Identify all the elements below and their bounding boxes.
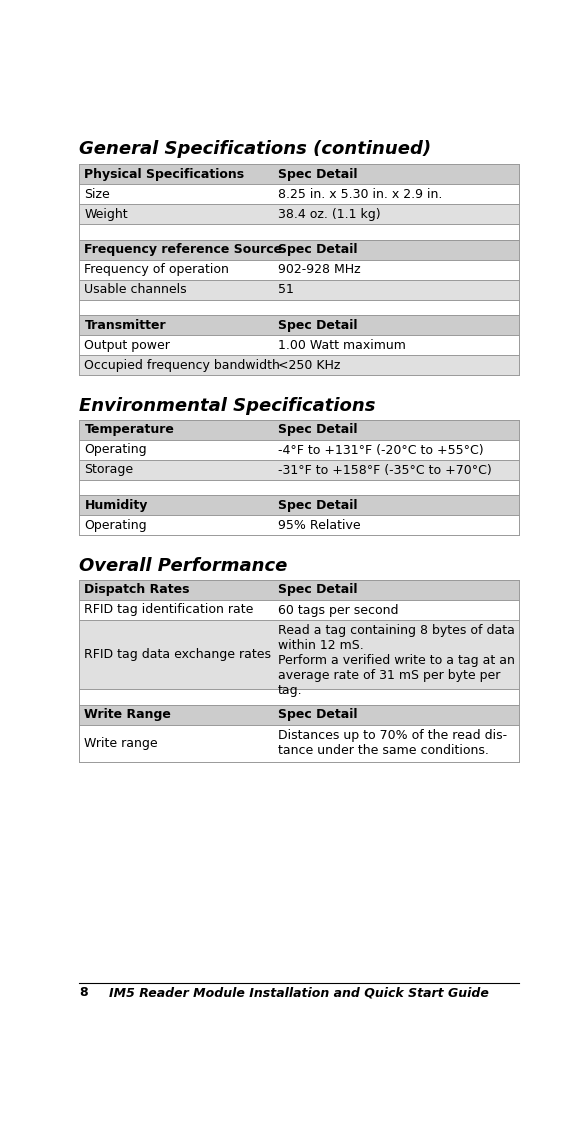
Text: Frequency of operation: Frequency of operation xyxy=(85,263,229,277)
Bar xyxy=(79,205,518,224)
Bar xyxy=(79,164,518,184)
Bar xyxy=(79,496,518,515)
Bar xyxy=(79,705,518,725)
Bar xyxy=(79,480,518,496)
Text: Frequency reference Source: Frequency reference Source xyxy=(85,243,283,256)
Text: 902-928 MHz: 902-928 MHz xyxy=(278,263,360,277)
Text: 38.4 oz. (1.1 kg): 38.4 oz. (1.1 kg) xyxy=(278,208,381,221)
Text: -4°F to +131°F (-20°C to +55°C): -4°F to +131°F (-20°C to +55°C) xyxy=(278,444,483,456)
Text: Usable channels: Usable channels xyxy=(85,283,187,296)
Text: Overall Performance: Overall Performance xyxy=(79,556,287,574)
Text: Environmental Specifications: Environmental Specifications xyxy=(79,397,375,415)
Bar xyxy=(79,280,518,300)
Bar xyxy=(79,260,518,280)
Bar xyxy=(79,224,518,239)
Bar xyxy=(79,460,518,480)
Bar xyxy=(79,620,518,689)
Text: Spec Detail: Spec Detail xyxy=(278,167,357,181)
Text: Dispatch Rates: Dispatch Rates xyxy=(85,583,190,597)
Text: Operating: Operating xyxy=(85,443,147,456)
Bar xyxy=(79,300,518,315)
Text: Storage: Storage xyxy=(85,463,134,477)
Text: Spec Detail: Spec Detail xyxy=(278,424,357,436)
Text: Size: Size xyxy=(85,188,110,201)
Bar xyxy=(79,184,518,205)
Bar xyxy=(79,335,518,355)
Text: Output power: Output power xyxy=(85,338,170,352)
Text: Weight: Weight xyxy=(85,208,128,220)
Text: 1.00 Watt maximum: 1.00 Watt maximum xyxy=(278,339,406,352)
Text: Occupied frequency bandwidth: Occupied frequency bandwidth xyxy=(85,359,280,372)
Text: <250 KHz: <250 KHz xyxy=(278,359,340,372)
Text: Physical Specifications: Physical Specifications xyxy=(85,167,245,181)
Text: Write range: Write range xyxy=(85,736,158,750)
Bar xyxy=(79,439,518,460)
Text: Operating: Operating xyxy=(85,519,147,532)
Text: Distances up to 70% of the read dis-
tance under the same conditions.: Distances up to 70% of the read dis- tan… xyxy=(278,728,507,756)
Bar xyxy=(79,689,518,705)
Bar xyxy=(79,600,518,620)
Text: IM5 Reader Module Installation and Quick Start Guide: IM5 Reader Module Installation and Quick… xyxy=(109,987,489,999)
Bar xyxy=(79,239,518,260)
Bar xyxy=(79,725,518,762)
Text: 51: 51 xyxy=(278,283,294,297)
Text: Humidity: Humidity xyxy=(85,499,148,511)
Text: Read a tag containing 8 bytes of data
within 12 mS.
Perform a verified write to : Read a tag containing 8 bytes of data wi… xyxy=(278,624,515,697)
Text: Transmitter: Transmitter xyxy=(85,318,166,332)
Text: 95% Relative: 95% Relative xyxy=(278,519,360,532)
Text: 60 tags per second: 60 tags per second xyxy=(278,604,398,617)
Bar xyxy=(79,315,518,335)
Text: RFID tag data exchange rates: RFID tag data exchange rates xyxy=(85,649,272,661)
Text: Temperature: Temperature xyxy=(85,424,174,436)
Text: General Specifications (continued): General Specifications (continued) xyxy=(79,139,431,157)
Bar xyxy=(79,580,518,600)
Text: Write Range: Write Range xyxy=(85,708,171,722)
Bar xyxy=(79,355,518,375)
Text: Spec Detail: Spec Detail xyxy=(278,243,357,256)
Bar xyxy=(79,515,518,535)
Text: -31°F to +158°F (-35°C to +70°C): -31°F to +158°F (-35°C to +70°C) xyxy=(278,464,491,477)
Text: RFID tag identification rate: RFID tag identification rate xyxy=(85,604,254,616)
Text: Spec Detail: Spec Detail xyxy=(278,708,357,722)
Bar xyxy=(79,419,518,439)
Text: 8.25 in. x 5.30 in. x 2.9 in.: 8.25 in. x 5.30 in. x 2.9 in. xyxy=(278,188,442,201)
Text: Spec Detail: Spec Detail xyxy=(278,318,357,332)
Text: Spec Detail: Spec Detail xyxy=(278,583,357,597)
Text: Spec Detail: Spec Detail xyxy=(278,499,357,511)
Text: 8: 8 xyxy=(79,987,87,999)
